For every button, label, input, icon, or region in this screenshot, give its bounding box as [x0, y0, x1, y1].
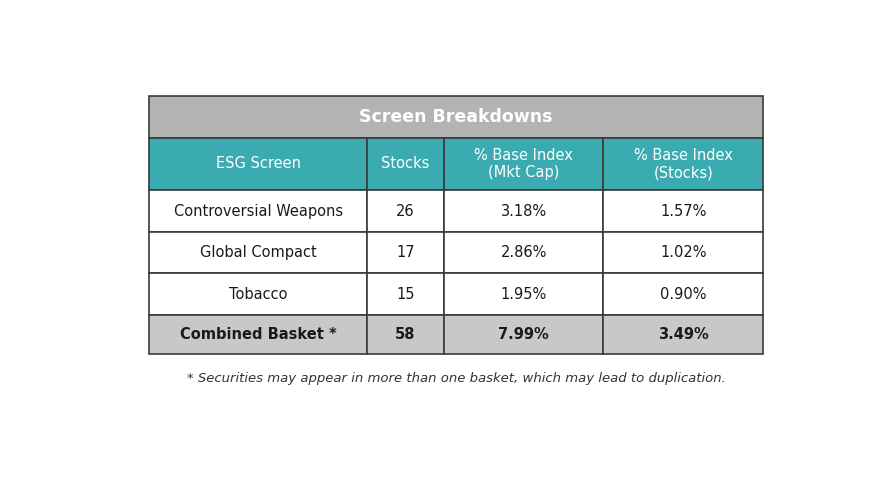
Bar — [150, 138, 367, 190]
Bar — [444, 315, 603, 354]
Text: Global Compact: Global Compact — [199, 245, 317, 260]
Text: ESG Screen: ESG Screen — [215, 156, 301, 172]
Text: 1.95%: 1.95% — [500, 287, 546, 302]
Text: Tobacco: Tobacco — [229, 287, 287, 302]
Bar — [150, 315, 367, 354]
Text: 1.02%: 1.02% — [660, 245, 707, 260]
Text: 17: 17 — [396, 245, 415, 260]
Bar — [444, 273, 603, 315]
Text: 3.49%: 3.49% — [658, 327, 708, 342]
Bar — [603, 315, 763, 354]
Bar — [150, 232, 367, 273]
Bar — [444, 232, 603, 273]
Text: 58: 58 — [395, 327, 416, 342]
Bar — [603, 190, 763, 232]
Bar — [603, 138, 763, 190]
Bar — [367, 315, 444, 354]
Text: % Base Index
(Mkt Cap): % Base Index (Mkt Cap) — [474, 148, 573, 180]
Text: Combined Basket *: Combined Basket * — [180, 327, 336, 342]
Text: 1.57%: 1.57% — [660, 204, 707, 219]
Bar — [603, 273, 763, 315]
Bar — [367, 232, 444, 273]
Text: Screen Breakdowns: Screen Breakdowns — [360, 108, 553, 126]
Bar — [444, 190, 603, 232]
Bar — [150, 273, 367, 315]
Bar — [150, 190, 367, 232]
Text: 15: 15 — [396, 287, 415, 302]
Bar — [367, 273, 444, 315]
Bar — [444, 138, 603, 190]
Text: 26: 26 — [396, 204, 415, 219]
Text: * Securities may appear in more than one basket, which may lead to duplication.: * Securities may appear in more than one… — [187, 372, 725, 385]
Bar — [150, 96, 763, 138]
Bar — [603, 232, 763, 273]
Bar — [367, 138, 444, 190]
Text: 3.18%: 3.18% — [500, 204, 546, 219]
Bar — [367, 190, 444, 232]
Text: Stocks: Stocks — [381, 156, 430, 172]
Text: % Base Index
(Stocks): % Base Index (Stocks) — [634, 148, 732, 180]
Text: Controversial Weapons: Controversial Weapons — [174, 204, 343, 219]
Text: 7.99%: 7.99% — [498, 327, 549, 342]
Text: 2.86%: 2.86% — [500, 245, 546, 260]
Text: 0.90%: 0.90% — [660, 287, 707, 302]
